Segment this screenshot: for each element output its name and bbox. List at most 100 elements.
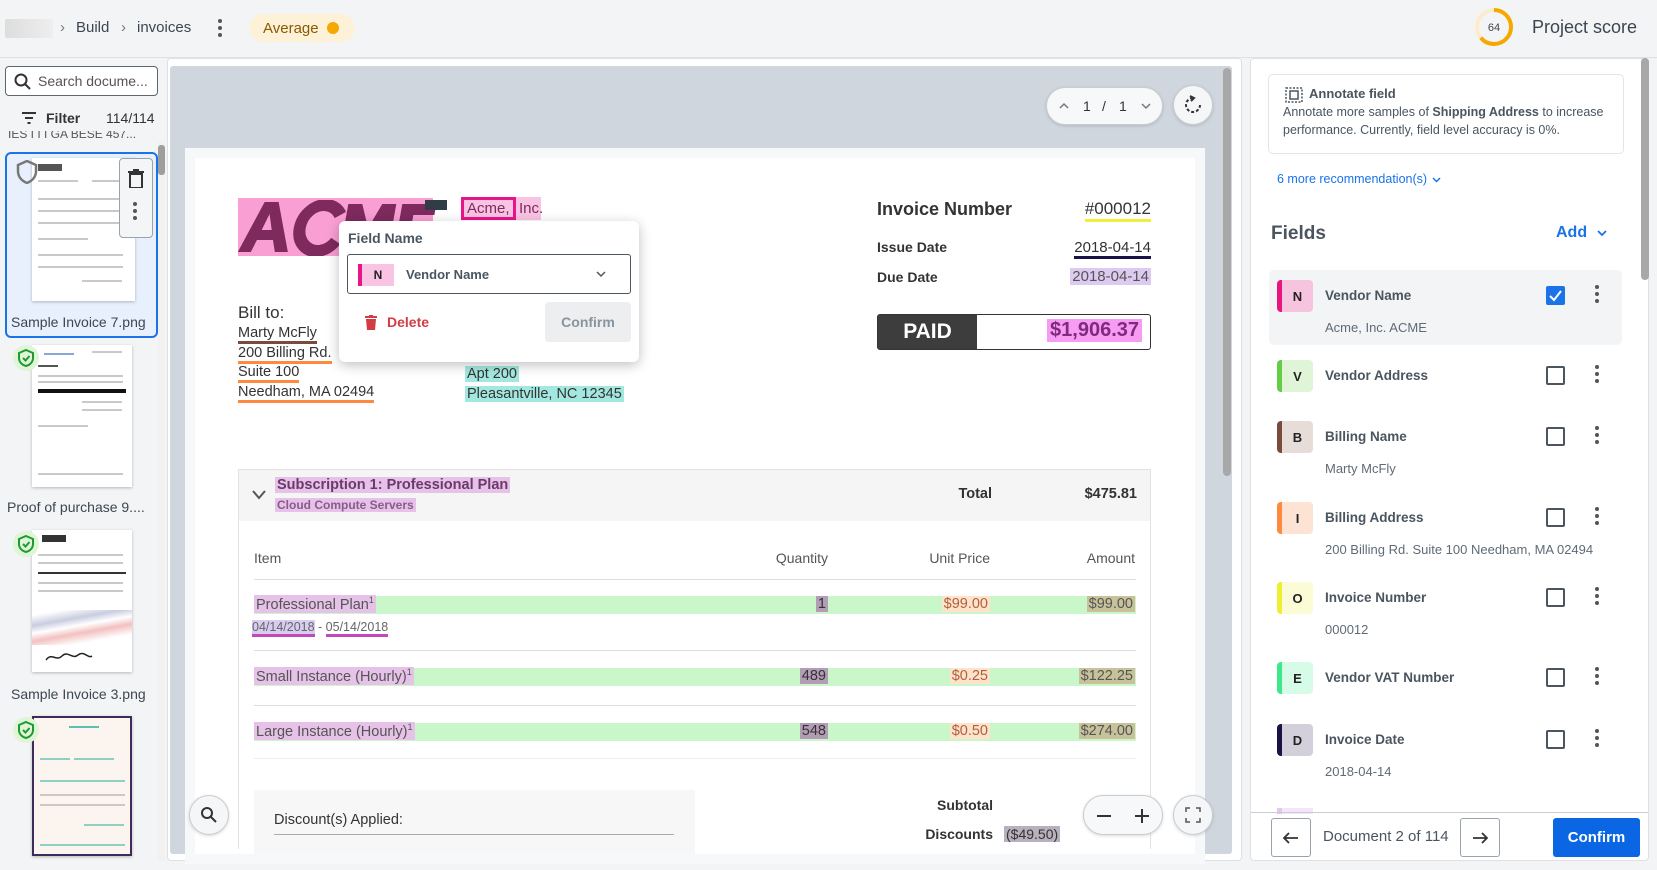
more-recommendations-link[interactable]: 6 more recommendation(s) xyxy=(1277,172,1441,186)
row-divider xyxy=(254,579,1136,580)
line-item-amount[interactable]: $274.00 xyxy=(1078,723,1135,739)
page-up-icon[interactable] xyxy=(1059,102,1069,109)
billing-address-line[interactable]: Suite 100 xyxy=(238,364,300,383)
confirm-button[interactable]: Confirm xyxy=(1553,818,1640,857)
fullscreen-button[interactable] xyxy=(1173,795,1213,835)
field-checkbox[interactable] xyxy=(1546,508,1565,527)
line-item-amount[interactable]: $99.00 xyxy=(1086,596,1135,612)
vendor-name-selection[interactable]: Acme, xyxy=(461,197,516,220)
zoom-in-icon[interactable] xyxy=(1135,809,1149,823)
more-options-icon[interactable] xyxy=(1595,507,1599,525)
line-item-name[interactable]: Small Instance (Hourly)1 xyxy=(254,667,414,685)
field-row-vendor-address[interactable]: V Vendor Address xyxy=(1269,350,1622,425)
more-recommendations-label: 6 more recommendation(s) xyxy=(1277,172,1428,186)
chevron-right-icon: › xyxy=(121,19,126,36)
more-options-icon[interactable] xyxy=(1595,365,1599,383)
line-item-row[interactable] xyxy=(254,596,1136,614)
breadcrumb-build[interactable]: Build xyxy=(76,19,110,36)
annotate-field-name: Shipping Address xyxy=(1432,105,1539,119)
billing-name[interactable]: Marty McFly xyxy=(238,325,317,344)
line-item-quantity[interactable]: 548 xyxy=(799,723,828,739)
field-value: Marty McFly xyxy=(1325,461,1396,476)
line-item-row[interactable] xyxy=(254,723,1136,741)
discounts-value[interactable]: ($49.50) xyxy=(1004,826,1061,842)
add-field-button[interactable]: Add xyxy=(1556,224,1607,242)
search-document-button[interactable] xyxy=(189,795,229,835)
previous-document-button[interactable] xyxy=(1271,818,1311,857)
field-name: Billing Address xyxy=(1325,510,1424,525)
document-thumbnail[interactable] xyxy=(32,530,132,672)
field-checkbox[interactable] xyxy=(1546,366,1565,385)
line-item-unit-price[interactable]: $0.25 xyxy=(949,668,990,684)
rotate-button[interactable] xyxy=(1173,85,1213,125)
invoice-number-value[interactable]: #000012 xyxy=(1084,199,1151,222)
field-row-billing-name[interactable]: B Billing Name Marty McFly xyxy=(1269,411,1622,486)
period-end[interactable]: 05/14/2018 xyxy=(325,620,389,637)
next-document-button[interactable] xyxy=(1460,818,1500,857)
billing-address-line[interactable]: Needham, MA 02494 xyxy=(238,384,375,403)
issue-date-value[interactable]: 2018-04-14 xyxy=(1074,239,1151,259)
billing-address-line[interactable]: 200 Billing Rd. xyxy=(238,345,332,364)
breadcrumb-invoices[interactable]: invoices xyxy=(137,19,192,36)
chevron-right-icon: › xyxy=(60,19,65,36)
period-start[interactable]: 04/14/2018 xyxy=(252,620,315,637)
trash-icon[interactable] xyxy=(128,169,144,188)
column-header-quantity: Quantity xyxy=(775,550,828,566)
more-options-icon[interactable] xyxy=(1595,667,1599,685)
shipping-address-line[interactable]: Pleasantville, NC 12345 xyxy=(465,386,624,402)
more-options-icon[interactable] xyxy=(1595,285,1599,303)
line-item-amount[interactable]: $122.25 xyxy=(1078,668,1135,684)
paid-amount[interactable]: $1,906.37 xyxy=(1047,319,1142,342)
due-date-value[interactable]: 2018-04-14 xyxy=(1070,268,1151,285)
popup-confirm-button[interactable]: Confirm xyxy=(545,302,631,342)
search-input[interactable]: Search docume... xyxy=(5,66,158,96)
more-options-icon[interactable] xyxy=(218,19,222,37)
breadcrumb-root-blurred[interactable] xyxy=(5,19,53,38)
line-item-name[interactable]: Large Instance (Hourly)1 xyxy=(254,722,415,740)
field-row-invoice-number[interactable]: O Invoice Number 000012 xyxy=(1269,572,1622,647)
discounts-applied-label: Discount(s) Applied: xyxy=(274,812,403,828)
document-thumbnail[interactable] xyxy=(32,158,135,301)
field-row-vendor-vat-number[interactable]: E Vendor VAT Number xyxy=(1269,652,1622,727)
line-item-unit-price[interactable]: $99.00 xyxy=(941,596,990,612)
more-options-icon[interactable] xyxy=(1595,587,1599,605)
line-item-quantity[interactable]: 1 xyxy=(815,596,828,612)
annotate-text: to increase performance. Currently, fiel… xyxy=(1283,105,1604,137)
chevron-down-icon[interactable] xyxy=(252,490,266,500)
page-down-icon[interactable] xyxy=(1141,103,1151,110)
shipping-address-line[interactable]: Apt 200 xyxy=(465,366,519,382)
document-thumbnail[interactable] xyxy=(32,716,132,856)
field-checkbox[interactable] xyxy=(1546,588,1565,607)
page-current[interactable]: 1 xyxy=(1083,98,1091,114)
subscription-title[interactable]: Subscription 1: Professional Plan xyxy=(275,477,511,493)
line-item-quantity[interactable]: 489 xyxy=(799,668,828,684)
more-options-icon[interactable] xyxy=(1595,729,1599,747)
field-name-select[interactable]: N Vendor Name xyxy=(347,254,631,294)
more-options-icon[interactable] xyxy=(133,202,137,220)
line-item-row[interactable] xyxy=(254,668,1136,686)
field-checkbox[interactable] xyxy=(1546,427,1565,446)
subscription-subtitle[interactable]: Cloud Compute Servers xyxy=(275,498,416,512)
field-row-vendor-name[interactable]: N Vendor Name Acme, Inc. ACME xyxy=(1269,270,1622,345)
sidebar-scrollbar[interactable] xyxy=(158,141,165,861)
panel-scrollbar[interactable] xyxy=(1641,58,1649,280)
field-checkbox[interactable] xyxy=(1546,286,1565,305)
more-options-icon[interactable] xyxy=(1595,426,1599,444)
page-total: 1 xyxy=(1119,98,1127,114)
viewer-scrollbar[interactable] xyxy=(1223,68,1231,476)
thumbnail-logo xyxy=(42,535,66,542)
field-checkbox[interactable] xyxy=(1546,668,1565,687)
field-value: Acme, Inc. ACME xyxy=(1325,320,1427,335)
chevron-down-icon xyxy=(1432,177,1441,183)
document-thumbnail[interactable] xyxy=(32,345,132,487)
field-row-billing-address[interactable]: I Billing Address 200 Billing Rd. Suite … xyxy=(1269,492,1622,567)
verified-shield-icon xyxy=(13,345,39,371)
row-divider xyxy=(254,650,1136,651)
filter-label: Filter xyxy=(46,110,81,126)
field-row-invoice-date[interactable]: D Invoice Date 2018-04-14 xyxy=(1269,714,1622,789)
field-checkbox[interactable] xyxy=(1546,730,1565,749)
zoom-out-icon[interactable] xyxy=(1097,809,1111,823)
line-item-name[interactable]: Professional Plan1 xyxy=(254,595,376,613)
shield-outline-icon xyxy=(16,160,38,184)
line-item-unit-price[interactable]: $0.50 xyxy=(949,723,990,739)
